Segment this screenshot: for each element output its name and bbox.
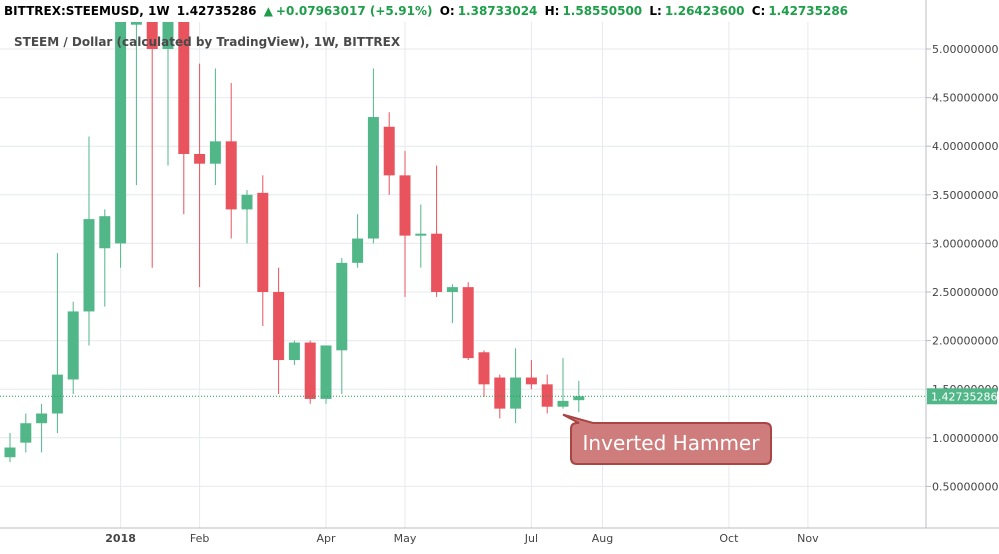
candle-body[interactable] — [194, 153, 206, 164]
candle-body[interactable] — [83, 219, 95, 312]
candle-body[interactable] — [525, 377, 537, 385]
candle-body[interactable] — [273, 292, 285, 361]
x-tick-label: Oct — [719, 532, 739, 545]
close-label: C: — [751, 4, 766, 18]
candle-body[interactable] — [115, 20, 127, 244]
candle-body[interactable] — [510, 377, 522, 409]
candle-body[interactable] — [446, 287, 458, 292]
x-tick-label: Aug — [592, 532, 613, 545]
change-up-icon: ▲ — [263, 4, 273, 18]
candle-body[interactable] — [383, 126, 395, 176]
x-tick-label: Feb — [190, 532, 209, 545]
candle-body[interactable] — [557, 400, 569, 407]
x-tick-label: Nov — [797, 532, 819, 545]
y-tick-label: 2.00000000 — [932, 335, 998, 348]
x-tick-label: Apr — [316, 532, 336, 545]
candle-body[interactable] — [320, 345, 332, 399]
low-value: 1.26423600 — [664, 4, 745, 18]
y-tick-label: 1.00000000 — [932, 432, 998, 445]
y-tick-label: 5.00000000 — [932, 43, 998, 56]
candle-body[interactable] — [352, 238, 364, 263]
y-tick-label: 4.50000000 — [932, 92, 998, 105]
candle-body[interactable] — [415, 233, 427, 236]
high-value: 1.58550500 — [562, 4, 643, 18]
candle-body[interactable] — [288, 342, 300, 361]
candle-body[interactable] — [257, 192, 269, 292]
y-tick-label: 4.00000000 — [932, 140, 998, 153]
last-price: 1.42735286 — [176, 4, 257, 18]
open-label: O: — [439, 4, 455, 18]
candle-body[interactable] — [494, 377, 506, 409]
candle-body[interactable] — [130, 15, 142, 25]
candle-body[interactable] — [431, 233, 443, 292]
candle-body[interactable] — [67, 311, 79, 380]
candle-body[interactable] — [225, 141, 237, 210]
open-value: 1.38733024 — [457, 4, 538, 18]
candle-body[interactable] — [36, 413, 48, 424]
high-label: H: — [544, 4, 560, 18]
x-tick-label: Jul — [524, 532, 538, 545]
candle-body[interactable] — [336, 262, 348, 351]
price-change: +0.07963017 (+5.91%) — [275, 4, 433, 18]
y-tick-label: 3.50000000 — [932, 189, 998, 202]
candle-body[interactable] — [304, 342, 316, 399]
x-tick-label: May — [394, 532, 417, 545]
candle-body[interactable] — [4, 447, 16, 458]
candle-body[interactable] — [178, 20, 190, 154]
candle-body[interactable] — [478, 352, 490, 385]
y-tick-label: 0.50000000 — [932, 480, 998, 493]
y-tick-label: 3.00000000 — [932, 237, 998, 250]
candle-body[interactable] — [209, 141, 221, 164]
candle-body[interactable] — [20, 423, 32, 443]
annotation-callout — [562, 413, 772, 465]
chart-subtitle: STEEM / Dollar (calculated by TradingVie… — [14, 35, 401, 49]
symbol-label[interactable]: BITTREX:STEEMUSD, 1W — [4, 4, 170, 18]
low-label: L: — [649, 4, 662, 18]
price-marker-box — [927, 388, 997, 405]
candle-body[interactable] — [573, 396, 585, 401]
y-tick-label: 2.50000000 — [932, 286, 998, 299]
candle-body[interactable] — [99, 216, 111, 249]
close-value: 1.42735286 — [768, 4, 849, 18]
candle-body[interactable] — [399, 175, 411, 236]
x-tick-label: 2018 — [105, 532, 136, 545]
candle-body[interactable] — [146, 10, 158, 50]
annotation-label: Inverted Hammer — [583, 431, 761, 455]
candle-body[interactable] — [241, 194, 253, 210]
ticker-header: BITTREX:STEEMUSD, 1W 1.42735286 ▲ +0.0796… — [4, 4, 851, 20]
candle-body[interactable] — [162, 15, 174, 49]
price-marker-label: 1.42735286 — [931, 390, 997, 403]
candle-body[interactable] — [462, 287, 474, 359]
candle-body[interactable] — [51, 374, 63, 414]
candle-body[interactable] — [541, 384, 553, 407]
candle-body[interactable] — [367, 117, 379, 239]
